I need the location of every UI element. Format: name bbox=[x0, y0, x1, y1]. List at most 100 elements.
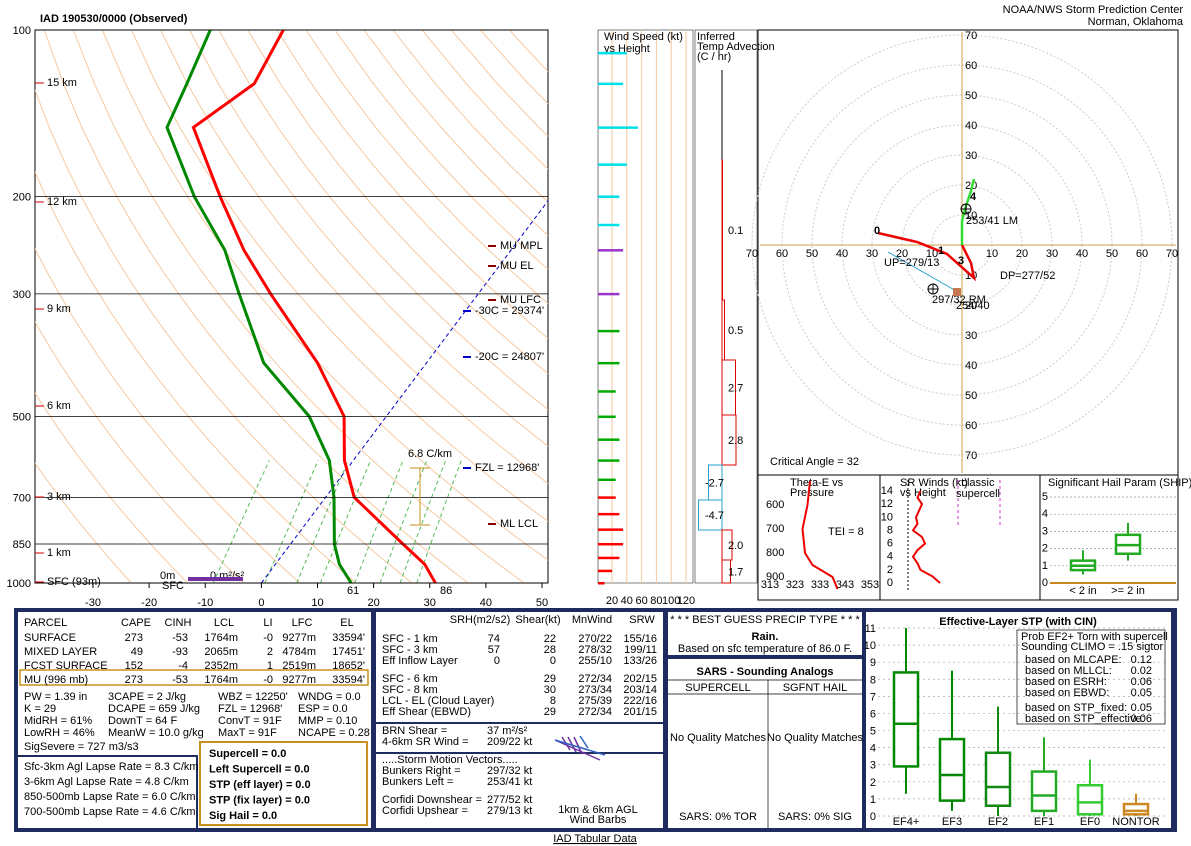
temp-tick-label: -20 bbox=[141, 597, 157, 609]
index-cell: LowRH = 46% bbox=[24, 727, 95, 739]
mixing-ratio-line bbox=[354, 460, 404, 583]
legend-value: 0.05 bbox=[1131, 702, 1152, 714]
category-label: EF0 bbox=[1080, 816, 1100, 828]
y-tick-label: 2 bbox=[887, 564, 893, 576]
table-cell: 33594' bbox=[332, 632, 365, 644]
dry-adiabat bbox=[218, 30, 548, 411]
hodo-height-mark: 3 bbox=[958, 255, 964, 267]
y-tick-label: 700 bbox=[766, 523, 784, 535]
table-cell: 17451' bbox=[332, 646, 365, 658]
wind-speed-bar bbox=[598, 51, 627, 55]
wind-speed-bar bbox=[598, 82, 624, 86]
legend-row: based on STP_fixed: bbox=[1025, 702, 1127, 714]
wind-speed-bar bbox=[598, 542, 624, 546]
stp-legend-box bbox=[1016, 629, 1166, 725]
advection-label: 0.1 bbox=[728, 225, 743, 237]
skewt-annotation: -30C = 29374' bbox=[475, 305, 544, 317]
index-cell: 3CAPE = 2 J/kg bbox=[108, 691, 186, 703]
box bbox=[1030, 770, 1058, 813]
hodo-ring-label: 10 bbox=[986, 248, 998, 260]
sr-note: supercell bbox=[956, 488, 1000, 500]
kinematic-panel bbox=[376, 612, 663, 828]
hodo-label: 253/41 LM bbox=[966, 215, 1018, 227]
advection-bar bbox=[721, 159, 723, 301]
table-header: LFC bbox=[292, 617, 313, 629]
legend-row: based on EBWD: bbox=[1025, 687, 1109, 699]
table-cell: 57 bbox=[488, 644, 500, 656]
y-tick-label: 0 bbox=[870, 811, 876, 823]
y-tick-label: 7 bbox=[870, 691, 876, 703]
skewt-annotation: MU MPL bbox=[500, 240, 543, 252]
table-cell: 152 bbox=[125, 660, 143, 672]
table-cell: SFC - 8 km bbox=[382, 684, 438, 696]
x-tick-label: 343 bbox=[836, 579, 854, 591]
panel-title: Temp Advection bbox=[697, 41, 775, 53]
table-cell: -53 bbox=[172, 632, 188, 644]
y-tick-label: 3 bbox=[1042, 525, 1048, 537]
box bbox=[984, 751, 1012, 807]
panel-title: SR Winds (kt) bbox=[900, 477, 968, 489]
table-cell: Eff Inflow Layer bbox=[382, 655, 458, 667]
hodo-ring-label: 30 bbox=[965, 330, 977, 342]
composite: Left Supercell = 0.0 bbox=[209, 764, 310, 776]
kin-value: 37 m²/s² bbox=[487, 725, 528, 737]
hodo-ring-label: 20 bbox=[1016, 248, 1028, 260]
height-label: 12 km bbox=[47, 196, 77, 208]
table-cell: LCL - EL (Cloud Layer) bbox=[382, 695, 494, 707]
kin-label: Bunkers Left = bbox=[382, 776, 453, 788]
wind-speed-bar bbox=[598, 556, 620, 560]
hodo-height-mark: 4 bbox=[970, 191, 977, 203]
table-header: LI bbox=[263, 617, 272, 629]
org: NOAA/NWS Storm Prediction Center bbox=[1003, 4, 1184, 16]
table-cell: SFC - 1 km bbox=[382, 633, 438, 645]
hodo-ring-label: 60 bbox=[776, 248, 788, 260]
index-cell: WBZ = 12250' bbox=[218, 691, 288, 703]
sars-matches: No Quality Matches bbox=[767, 732, 863, 744]
index-cell: DownT = 64 F bbox=[108, 715, 177, 727]
table-cell: 29 bbox=[544, 706, 556, 718]
footer-link[interactable]: IAD Tabular Data bbox=[553, 833, 637, 845]
hodo-ring-label: 40 bbox=[965, 360, 977, 372]
table-cell: 273/34 bbox=[578, 684, 612, 696]
panel-title: Inferred bbox=[697, 31, 735, 43]
dry-adiabat bbox=[305, 30, 548, 305]
y-tick-label: 9 bbox=[870, 657, 876, 669]
wind-speed-frame bbox=[597, 29, 694, 584]
lapse-bracket bbox=[410, 467, 430, 526]
hodo-label: DP=277/52 bbox=[1000, 270, 1055, 282]
advection-label: 2.8 bbox=[728, 435, 743, 447]
hodo-ring-label: 70 bbox=[1166, 248, 1178, 260]
lapse-rate: 850-500mb Lapse Rate = 6.0 C/km bbox=[24, 791, 196, 803]
index-cell: MeanW = 10.0 g/kg bbox=[108, 727, 204, 739]
table-cell: SURFACE bbox=[24, 632, 76, 644]
y-tick-label: 0 bbox=[1042, 577, 1048, 589]
table-cell: 0 bbox=[494, 655, 500, 667]
theta-e-profile bbox=[801, 480, 839, 590]
sr-note: classic bbox=[961, 477, 995, 489]
wind-speed-bar bbox=[598, 390, 616, 393]
table-cell: 8 bbox=[550, 695, 556, 707]
advection-label: 1.7 bbox=[728, 567, 743, 579]
table-cell: 2352m bbox=[204, 660, 238, 672]
table-cell: 0 bbox=[550, 655, 556, 667]
x-tick-label: 20 bbox=[606, 595, 618, 607]
wind-speed-bar bbox=[598, 478, 616, 482]
hodograph-trace bbox=[877, 231, 976, 282]
isotherm bbox=[260, 200, 548, 583]
sars-matches: No Quality Matches bbox=[670, 732, 766, 744]
temp-tick-label: -30 bbox=[85, 597, 101, 609]
panel-title: Theta-E vs bbox=[790, 477, 844, 489]
table-cell: 9277m bbox=[282, 674, 316, 686]
precip-title: * * * BEST GUESS PRECIP TYPE * * * bbox=[670, 614, 860, 626]
skewt-annotation: FZL = 12968' bbox=[475, 462, 539, 474]
table-header: CAPE bbox=[121, 617, 151, 629]
kin-label: Bunkers Right = bbox=[382, 765, 461, 777]
dry-adiabat bbox=[160, 30, 548, 485]
y-tick-label: 4 bbox=[1042, 508, 1048, 520]
skewt-annotation: MU EL bbox=[500, 260, 534, 272]
x-tick-label: 353 bbox=[861, 579, 879, 591]
critical-angle: Critical Angle = 32 bbox=[770, 456, 859, 468]
wind-speed-bar bbox=[598, 126, 638, 129]
effective-layer bbox=[188, 577, 243, 581]
